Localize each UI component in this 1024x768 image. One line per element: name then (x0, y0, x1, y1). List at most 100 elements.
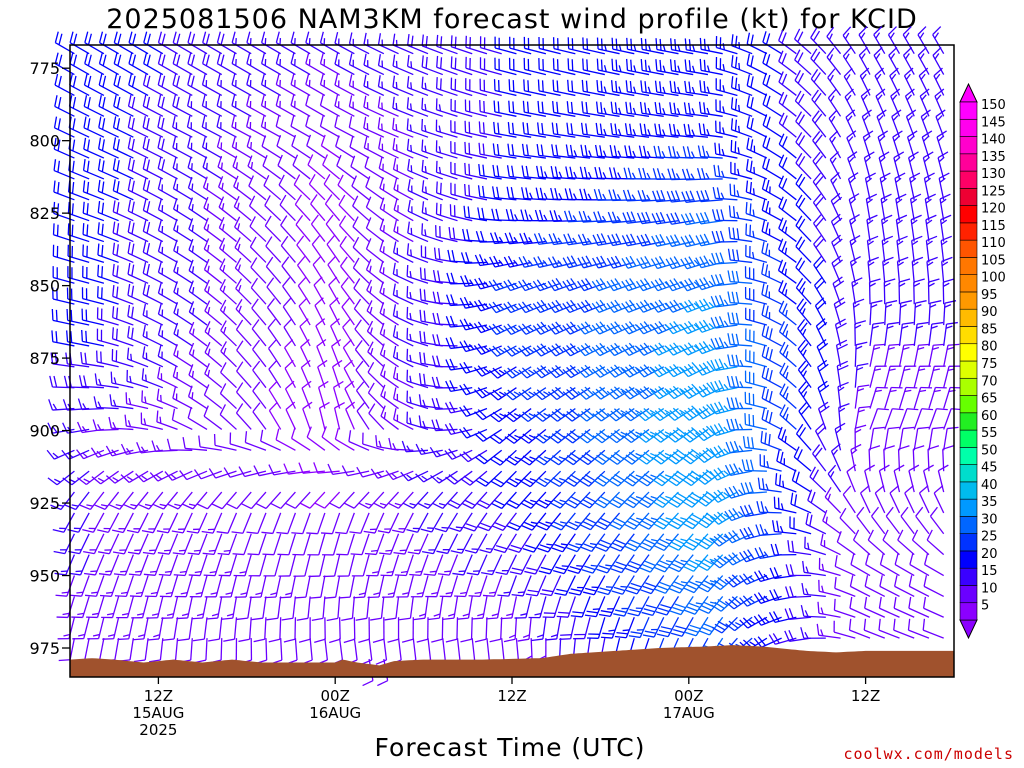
barb-feather (595, 366, 605, 376)
wind-barb (101, 596, 120, 619)
barb-feather (324, 194, 333, 205)
barb-feather (577, 391, 587, 400)
barb-feather (51, 308, 54, 321)
wind-barb (112, 200, 134, 222)
barb-staff (219, 309, 237, 326)
barb-feather (157, 345, 162, 357)
barb-staff (89, 491, 105, 510)
barb-feather (656, 541, 668, 548)
barb-feather (610, 568, 622, 574)
wind-barb (332, 380, 344, 409)
wind-barb (636, 233, 664, 247)
barb-feather (210, 592, 218, 595)
barb-feather (460, 478, 471, 486)
barb-feather (220, 54, 225, 66)
barb-feather (131, 138, 135, 151)
barb-feather (47, 477, 58, 486)
wind-barb (349, 135, 370, 159)
barb-feather (348, 53, 353, 65)
wind-barb (431, 419, 458, 432)
barb-staff (266, 307, 282, 326)
barb-feather (202, 176, 208, 188)
barb-feather (333, 380, 344, 388)
barb-feather (188, 342, 195, 354)
barb-feather (314, 297, 324, 306)
wind-barb (182, 491, 208, 510)
barb-staff (323, 183, 341, 201)
wind-barb (213, 433, 237, 451)
barb-feather (626, 520, 638, 527)
wind-barb (421, 533, 444, 555)
barb-feather (315, 318, 326, 327)
wind-barb (223, 617, 238, 642)
barb-feather (85, 594, 97, 597)
wind-barb (350, 533, 370, 556)
wind-barb (459, 405, 488, 417)
barb-staff (212, 512, 223, 534)
barb-feather (106, 612, 114, 616)
wind-barb (621, 321, 650, 335)
barb-feather (611, 234, 618, 245)
barb-feather (179, 470, 188, 480)
wind-barb (127, 116, 149, 138)
wind-barb (156, 410, 178, 431)
barb-feather (278, 174, 285, 186)
barb-staff (583, 617, 591, 639)
barb-feather (473, 367, 483, 377)
barb-feather (436, 55, 439, 68)
barb-feather (533, 435, 544, 444)
barb-feather (473, 300, 482, 312)
barb-staff (482, 407, 503, 421)
wind-barb (346, 638, 358, 665)
barb-staff (567, 596, 576, 618)
credit-link[interactable]: coolwx.com/models (843, 745, 1014, 763)
barb-feather (613, 145, 618, 157)
barb-staff (262, 165, 282, 180)
barb-feather (392, 325, 397, 337)
barb-feather (566, 256, 574, 267)
barb-staff (251, 307, 267, 326)
barb-feather (81, 452, 88, 458)
barb-feather (406, 97, 410, 109)
wind-barb (279, 575, 297, 599)
barb-feather (597, 520, 609, 527)
wind-barb (482, 575, 503, 597)
barb-staff (366, 289, 385, 305)
barb-feather (522, 411, 532, 420)
barb-feather (628, 473, 640, 481)
barb-feather (507, 279, 515, 290)
barb-feather (116, 265, 119, 277)
wind-barb (459, 296, 488, 309)
barb-feather (450, 550, 463, 554)
barb-staff (219, 268, 237, 284)
barb-feather (192, 349, 195, 357)
barb-staff (380, 374, 399, 389)
barb-feather (629, 278, 637, 289)
barb-staff (293, 184, 311, 201)
wind-barb (421, 97, 443, 117)
barb-feather (658, 102, 662, 115)
barb-feather (543, 171, 548, 179)
barb-feather (587, 215, 592, 222)
barb-staff (646, 449, 665, 465)
barb-feather (584, 321, 593, 332)
barb-feather (459, 319, 467, 331)
wind-barb (406, 348, 429, 368)
barb-feather (623, 523, 635, 530)
barb-staff (199, 554, 208, 576)
wind-barb (110, 371, 134, 389)
barb-feather (82, 159, 86, 171)
barb-feather (584, 145, 588, 157)
barb-feather (377, 530, 390, 534)
wind-barb (606, 321, 635, 335)
wind-barb (348, 430, 370, 451)
barb-staff (432, 533, 444, 554)
wind-barb (251, 319, 267, 347)
barb-staff (284, 388, 297, 409)
barb-feather (496, 165, 500, 177)
barb-feather (223, 347, 227, 355)
barb-feather (447, 249, 451, 262)
barb-feather (566, 455, 577, 463)
barb-feather (394, 574, 407, 577)
barb-staff (280, 491, 296, 509)
